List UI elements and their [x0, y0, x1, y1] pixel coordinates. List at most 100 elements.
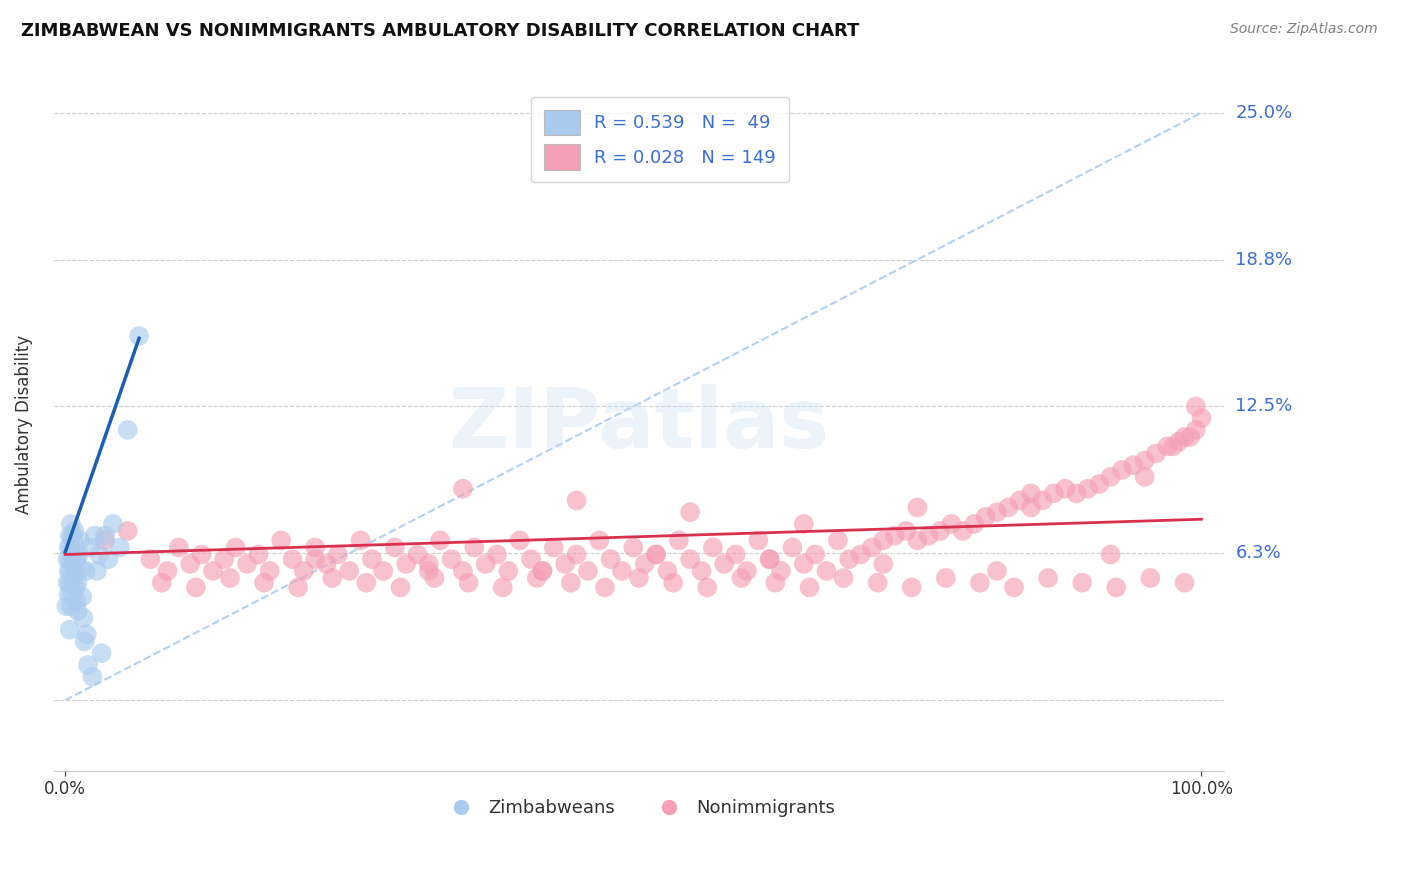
Point: [214, 552, 236, 566]
Point: [389, 581, 412, 595]
Text: 6.3%: 6.3%: [1236, 544, 1281, 562]
Point: [974, 509, 997, 524]
Point: [225, 541, 247, 555]
Point: [90, 646, 112, 660]
Point: [59, 541, 82, 555]
Point: [59, 623, 82, 637]
Point: [373, 564, 395, 578]
Point: [492, 581, 515, 595]
Point: [838, 552, 860, 566]
Point: [929, 524, 952, 538]
Point: [1042, 486, 1064, 500]
Point: [986, 564, 1008, 578]
Point: [62, 571, 84, 585]
Point: [281, 552, 304, 566]
Point: [588, 533, 610, 548]
Point: [65, 552, 87, 566]
Point: [67, 548, 90, 562]
Point: [190, 548, 212, 562]
Point: [645, 548, 668, 562]
Point: [520, 552, 543, 566]
Point: [75, 564, 97, 578]
Point: [872, 557, 894, 571]
Point: [60, 587, 83, 601]
Point: [56, 552, 79, 566]
Point: [599, 552, 621, 566]
Point: [1133, 453, 1156, 467]
Point: [337, 564, 360, 578]
Point: [832, 571, 855, 585]
Point: [247, 548, 270, 562]
Point: [117, 423, 139, 437]
Point: [94, 529, 117, 543]
Point: [621, 541, 644, 555]
Point: [156, 564, 179, 578]
Point: [713, 557, 735, 571]
Point: [1088, 477, 1111, 491]
Point: [576, 564, 599, 578]
Point: [866, 575, 889, 590]
Point: [1173, 575, 1195, 590]
Point: [986, 505, 1008, 519]
Point: [1173, 430, 1195, 444]
Text: ZIPatlas: ZIPatlas: [449, 384, 830, 465]
Point: [60, 529, 83, 543]
Point: [89, 548, 111, 562]
Point: [531, 564, 554, 578]
Point: [59, 564, 82, 578]
Point: [66, 604, 89, 618]
Point: [565, 548, 588, 562]
Point: [128, 329, 150, 343]
Point: [935, 571, 957, 585]
Point: [287, 581, 309, 595]
Point: [747, 533, 769, 548]
Point: [763, 575, 786, 590]
Point: [83, 529, 105, 543]
Point: [679, 552, 702, 566]
Point: [1144, 446, 1167, 460]
Point: [498, 564, 520, 578]
Point: [1099, 470, 1122, 484]
Point: [543, 541, 565, 555]
Point: [117, 524, 139, 538]
Text: 12.5%: 12.5%: [1236, 398, 1292, 416]
Point: [321, 571, 343, 585]
Point: [782, 541, 804, 555]
Point: [952, 524, 974, 538]
Point: [634, 557, 657, 571]
Point: [1122, 458, 1144, 473]
Point: [1167, 434, 1189, 449]
Point: [702, 541, 724, 555]
Point: [304, 541, 326, 555]
Point: [799, 581, 821, 595]
Point: [735, 564, 758, 578]
Point: [451, 564, 474, 578]
Point: [1077, 482, 1099, 496]
Point: [1161, 439, 1184, 453]
Point: [236, 557, 259, 571]
Text: ZIMBABWEAN VS NONIMMIGRANTS AMBULATORY DISABILITY CORRELATION CHART: ZIMBABWEAN VS NONIMMIGRANTS AMBULATORY D…: [21, 22, 859, 40]
Point: [963, 516, 986, 531]
Point: [657, 564, 679, 578]
Point: [73, 634, 96, 648]
Point: [440, 552, 463, 566]
Point: [1002, 581, 1025, 595]
Point: [62, 557, 84, 571]
Point: [485, 548, 508, 562]
Point: [679, 505, 702, 519]
Point: [60, 552, 83, 566]
Point: [1036, 571, 1059, 585]
Point: [59, 552, 82, 566]
Point: [526, 571, 548, 585]
Point: [860, 541, 883, 555]
Point: [593, 581, 616, 595]
Point: [969, 575, 991, 590]
Point: [1019, 500, 1042, 515]
Point: [86, 564, 108, 578]
Point: [94, 533, 117, 548]
Point: [804, 548, 827, 562]
Point: [1156, 439, 1178, 453]
Point: [1071, 575, 1094, 590]
Point: [418, 557, 440, 571]
Point: [1054, 482, 1077, 496]
